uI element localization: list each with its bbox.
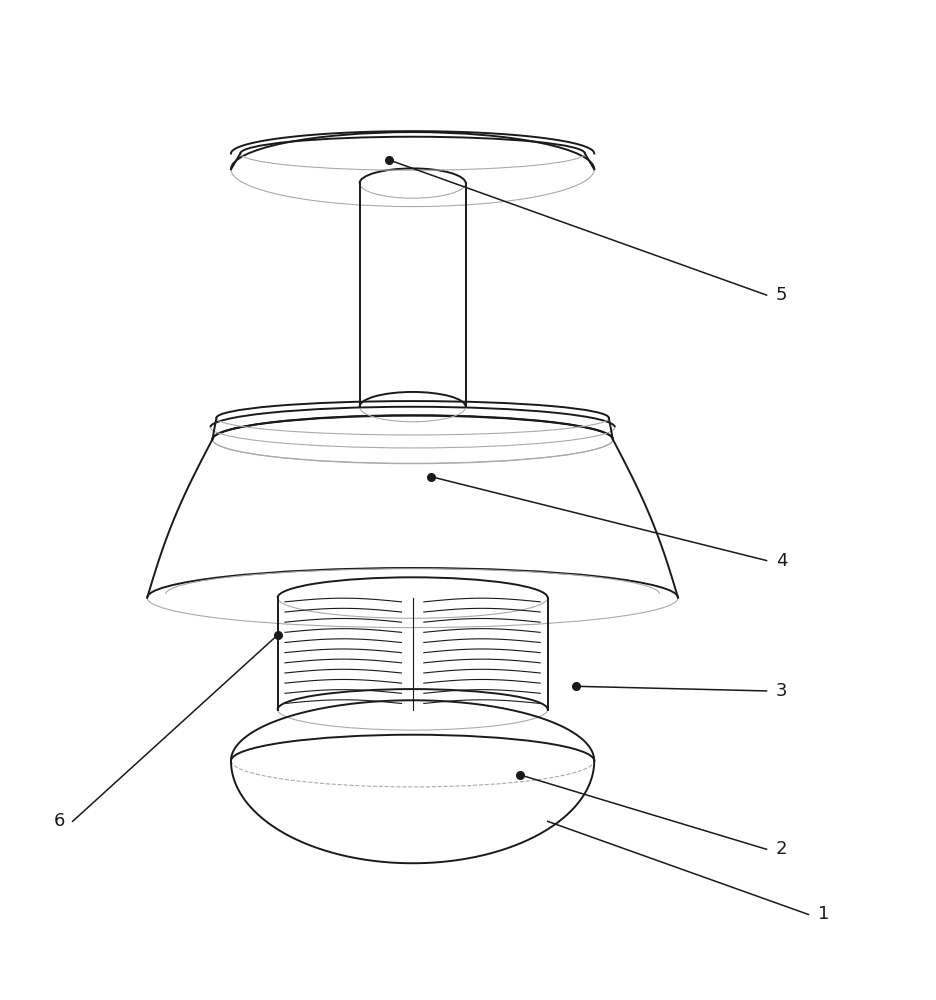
Text: 4: 4 xyxy=(775,552,786,570)
Text: 5: 5 xyxy=(775,286,786,304)
Text: 6: 6 xyxy=(54,812,66,830)
Text: 3: 3 xyxy=(775,682,786,700)
Text: 2: 2 xyxy=(775,840,786,858)
Text: 1: 1 xyxy=(817,905,828,923)
